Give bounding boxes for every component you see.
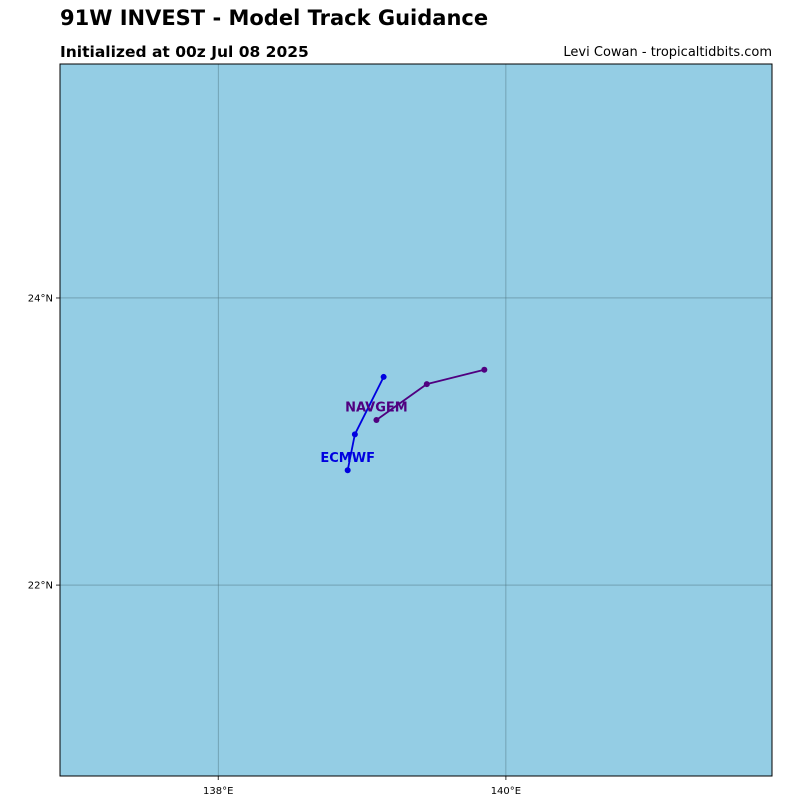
chart-title: 91W INVEST - Model Track Guidance	[60, 6, 489, 30]
navgem-track-point	[373, 417, 380, 423]
y-tick-label: 22°N	[28, 581, 53, 592]
ecmwf-track-point	[380, 373, 387, 380]
navgem-track-point	[481, 366, 488, 373]
chart-subtitle: Initialized at 00z Jul 08 2025	[60, 43, 309, 61]
ecmwf-track-point	[344, 467, 351, 474]
navgem-track-point	[423, 381, 430, 388]
x-tick-label: 140°E	[491, 786, 521, 797]
ocean-background	[60, 64, 772, 776]
chart-credit: Levi Cowan - tropicaltidbits.com	[563, 45, 772, 60]
navgem-track-label: NAVGEM	[345, 401, 408, 416]
y-tick-label: 24°N	[28, 293, 53, 304]
ecmwf-track-point	[351, 431, 358, 438]
map-frame	[59, 63, 773, 777]
ecmwf-track-label: ECMWF	[320, 451, 375, 466]
x-tick-label: 138°E	[203, 786, 233, 797]
